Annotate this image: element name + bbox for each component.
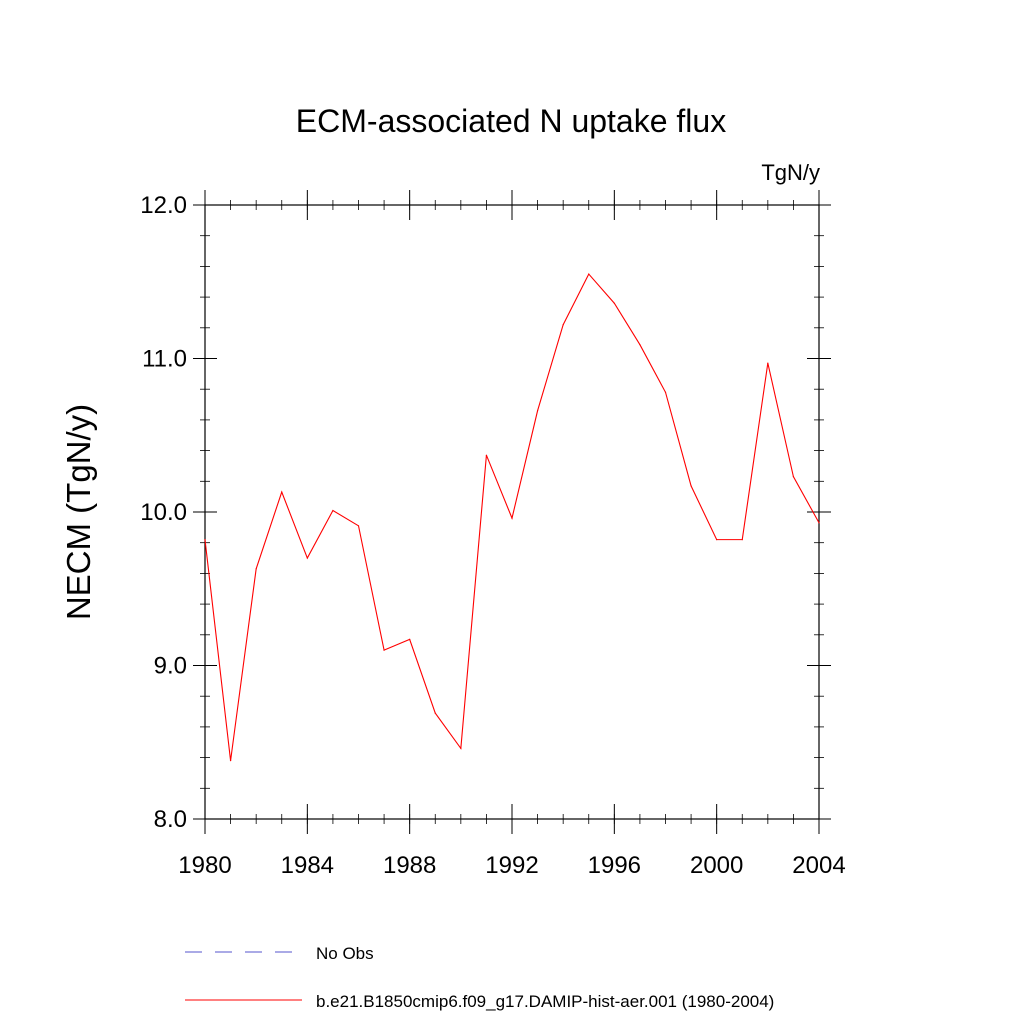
x-tick-label: 1992 — [485, 852, 538, 879]
data-point — [716, 539, 718, 541]
x-tick-label: 2004 — [792, 852, 845, 879]
x-tick-label: 1980 — [178, 852, 231, 879]
data-point — [792, 476, 795, 478]
data-point — [767, 362, 769, 364]
data-point — [383, 649, 385, 651]
data-point — [536, 410, 539, 412]
data-point — [460, 747, 462, 749]
legend: No Obs b.e21.B1850cmip6.f09_g17.DAMIP-his… — [185, 944, 774, 1011]
y-tick-label: 9.0 — [154, 653, 187, 680]
y-tick-label: 11.0 — [142, 346, 187, 373]
x-tick-label: 1996 — [588, 852, 641, 879]
legend-label: b.e21.B1850cmip6.f09_g17.DAMIP-hist-aer.… — [316, 992, 774, 1011]
x-tick-label: 1984 — [281, 852, 334, 879]
data-point — [639, 344, 641, 346]
data-point — [664, 391, 667, 393]
data-point — [281, 491, 283, 493]
data-point — [562, 324, 564, 326]
data-point — [690, 485, 692, 487]
series-line — [204, 273, 820, 761]
plot-frame — [204, 204, 820, 820]
series-group — [204, 273, 820, 762]
chart-title: ECM-associated N uptake flux — [296, 103, 726, 139]
legend-label: No Obs — [316, 944, 374, 963]
data-point — [511, 517, 513, 519]
data-point — [357, 525, 360, 527]
y-tick-label: 12.0 — [140, 192, 187, 219]
data-point — [409, 638, 411, 641]
y-tick-label: 10.0 — [140, 499, 187, 526]
axis-tick-labels: 8.0 9.0 10.0 11.0 12.0 1980 1984 1988 1992 1996 20… — [140, 192, 845, 879]
units-label: TgN/y — [761, 160, 820, 185]
data-point — [818, 522, 820, 524]
data-point — [229, 760, 232, 762]
data-point — [434, 712, 436, 714]
x-tick-label: 1988 — [383, 852, 436, 879]
y-tick-label: 8.0 — [154, 806, 187, 833]
data-point — [613, 302, 615, 304]
data-point — [332, 509, 334, 512]
data-point — [255, 568, 257, 570]
data-point — [741, 539, 743, 541]
data-point — [588, 273, 590, 275]
data-point — [204, 539, 206, 541]
data-point — [485, 454, 488, 456]
axis-ticks — [193, 190, 831, 834]
x-tick-label: 2000 — [690, 852, 743, 879]
y-axis-label: NECM (TgN/y) — [60, 404, 97, 620]
data-point — [306, 557, 308, 559]
